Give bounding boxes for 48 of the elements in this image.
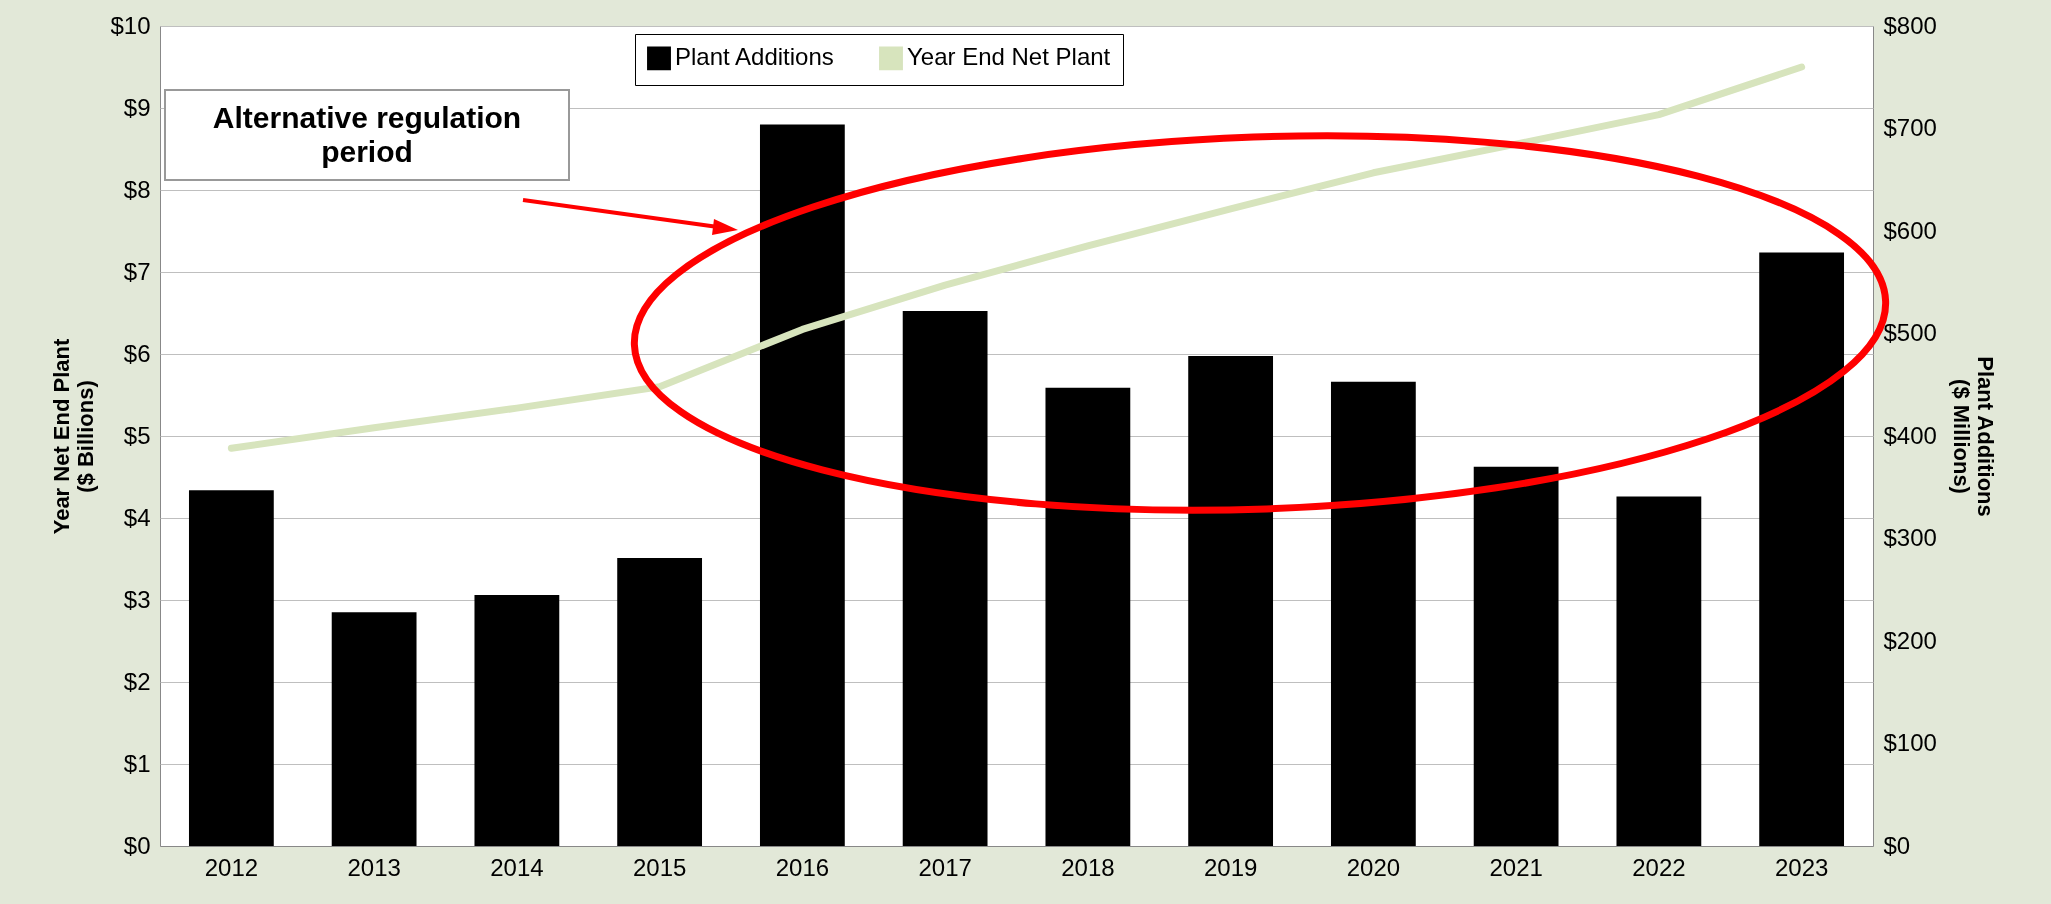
y2-axis-title: Plant Additions ($ Millions) — [1948, 356, 1998, 517]
legend-label: Year End Net Plant — [907, 43, 1111, 71]
bar — [1616, 496, 1702, 846]
y-tick-label: $4 — [123, 503, 151, 531]
x-tick-label: 2023 — [1774, 853, 1829, 881]
y2-tick-label: $500 — [1883, 319, 1937, 346]
y-tick-label: $0 — [123, 831, 151, 859]
y2-tick-label: $100 — [1883, 729, 1937, 756]
y-tick-label: $5 — [123, 421, 151, 449]
x-tick-label: 2017 — [918, 853, 972, 881]
y-tick-label: $1 — [123, 749, 151, 777]
x-tick-label: 2015 — [632, 853, 687, 881]
x-tick-label: 2020 — [1346, 853, 1401, 881]
y2-tick-label: $600 — [1883, 216, 1937, 244]
y-tick-label: $6 — [123, 339, 151, 367]
y2-tick-label: $800 — [1883, 11, 1937, 39]
x-tick-label: 2018 — [1061, 853, 1115, 881]
bar — [759, 124, 845, 846]
bar — [1759, 252, 1845, 846]
y-tick-label: $7 — [123, 257, 151, 285]
bar — [1045, 387, 1131, 846]
y-axis-title: Year Net End Plant ($ Billions) — [49, 338, 99, 535]
x-tick-label: 2021 — [1489, 853, 1543, 881]
y2-tick-label: $300 — [1883, 524, 1937, 551]
x-tick-label: 2014 — [490, 853, 544, 881]
bar — [1188, 356, 1274, 846]
bar — [474, 594, 560, 846]
x-tick-label: 2012 — [204, 853, 259, 881]
y2-tick-label: $400 — [1883, 421, 1937, 449]
y-tick-label: $3 — [123, 585, 151, 613]
bar — [1330, 381, 1416, 846]
y-tick-label: $9 — [123, 93, 151, 121]
bar — [1473, 466, 1559, 846]
x-tick-label: 2019 — [1203, 853, 1258, 881]
x-tick-label: 2013 — [347, 853, 401, 881]
y2-tick-label: $700 — [1883, 114, 1937, 141]
legend-label: Plant Additions — [675, 43, 834, 71]
bar — [188, 490, 274, 846]
y-tick-label: $2 — [123, 667, 151, 695]
y2-tick-label: $0 — [1883, 831, 1911, 859]
y-tick-label: $8 — [123, 175, 151, 203]
bar — [617, 557, 703, 846]
y2-tick-label: $200 — [1883, 626, 1937, 654]
bar — [331, 612, 417, 846]
x-tick-label: 2022 — [1632, 853, 1686, 881]
bar — [902, 310, 988, 846]
x-tick-label: 2016 — [775, 853, 830, 881]
y-tick-label: $10 — [110, 11, 151, 39]
